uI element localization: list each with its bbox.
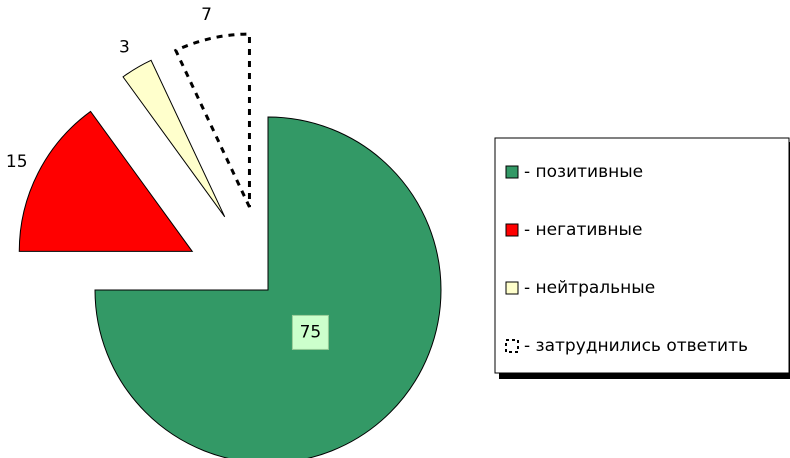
data-label: 15	[6, 152, 28, 172]
legend-box	[494, 137, 790, 374]
legend-swatch	[505, 165, 519, 179]
data-label-box	[291, 314, 329, 350]
legend-swatch	[505, 281, 519, 295]
pie-slice	[173, 32, 251, 208]
data-label: 3	[119, 37, 130, 57]
pie-slice	[94, 116, 442, 458]
data-label: 7	[201, 5, 212, 25]
data-label: 75	[300, 322, 322, 342]
legend-label: - негативные	[524, 220, 642, 240]
pie-slice	[122, 59, 226, 218]
legend-label: - нейтральные	[524, 278, 655, 298]
legend-swatch	[505, 339, 519, 353]
legend-label: - затруднились ответить	[524, 336, 748, 356]
legend-label: - позитивные	[524, 162, 643, 182]
legend-swatch	[505, 223, 519, 237]
pie-slice	[18, 110, 194, 252]
